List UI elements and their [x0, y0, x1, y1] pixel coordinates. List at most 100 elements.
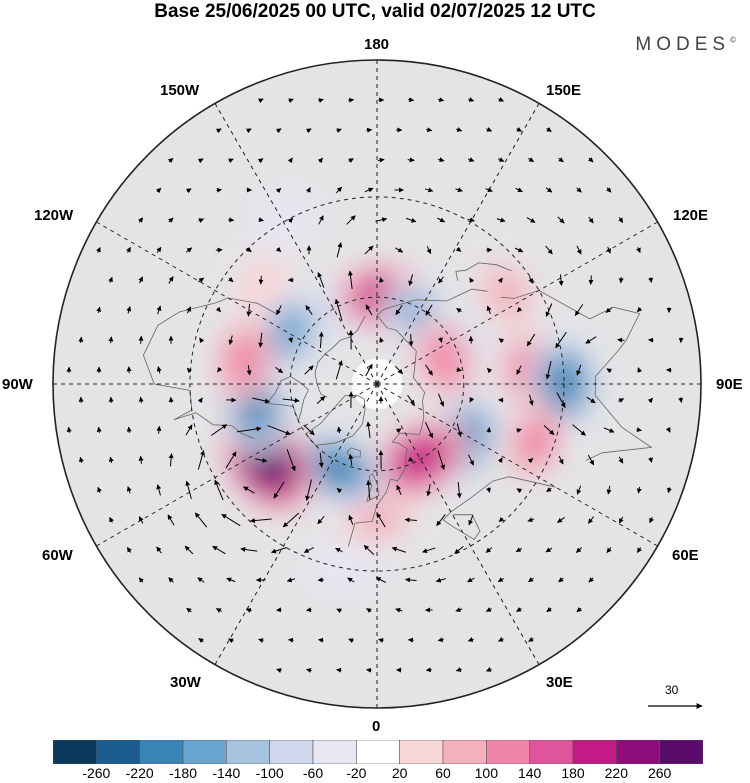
wind-vector — [155, 187, 162, 194]
anomaly-cell — [413, 318, 476, 401]
wind-vector — [545, 547, 553, 553]
wind-vector — [396, 484, 402, 496]
wind-vector — [126, 306, 132, 314]
wind-vector — [586, 396, 596, 404]
wind-vector — [407, 395, 415, 406]
anomaly-blobs — [214, 196, 599, 592]
wind-vector — [486, 247, 493, 253]
wind-vector — [126, 547, 132, 553]
wind-vector — [496, 217, 506, 223]
wind-vector — [156, 246, 162, 254]
wind-vector — [348, 638, 354, 644]
wind-vector — [546, 607, 552, 613]
wind-vector — [426, 484, 432, 497]
wind-vector — [498, 338, 505, 344]
colorbar-tick-label: -140 — [212, 765, 241, 781]
anomaly-contour — [424, 333, 465, 386]
wind-vector — [348, 514, 354, 525]
colorbar-box — [529, 740, 574, 764]
wind-vector — [468, 514, 474, 526]
wind-vector — [486, 487, 491, 493]
wind-vector — [408, 456, 414, 462]
wind-vector — [305, 305, 313, 315]
colorbar-tick-label: 140 — [517, 765, 542, 781]
wind-vector — [275, 128, 282, 134]
wind-vector — [557, 216, 565, 224]
wind-vector — [305, 479, 312, 501]
wind-vector — [335, 186, 343, 194]
wind-vector — [528, 276, 533, 284]
wind-vector — [215, 608, 222, 613]
wind-vector — [168, 577, 174, 583]
wind-vector — [379, 337, 384, 343]
wind-vector — [557, 517, 565, 523]
wind-vector — [637, 367, 643, 373]
wind-vector — [588, 275, 594, 285]
wind-vector — [456, 307, 462, 313]
coastline — [366, 473, 380, 502]
wind-vector — [468, 454, 474, 466]
wind-vector — [336, 242, 343, 258]
wind-vector — [678, 337, 684, 343]
wind-vector — [497, 577, 504, 583]
wind-vector — [184, 545, 194, 555]
wind-vector — [255, 457, 268, 463]
colorbar-tick-label: 220 — [604, 765, 629, 781]
wind-vector — [197, 158, 204, 164]
wind-vector — [286, 577, 295, 583]
map-title: Base 25/06/2025 00 UTC, valid 02/07/2025… — [154, 1, 596, 22]
wind-vector — [515, 187, 523, 193]
wind-vector — [216, 128, 222, 134]
colorbar-tick-label: -220 — [125, 765, 154, 781]
wind-vector — [306, 667, 312, 673]
wind-vector — [334, 298, 343, 321]
wind-vector — [587, 516, 595, 524]
coastline — [305, 394, 366, 446]
wind-vector — [336, 667, 342, 673]
colorbar-tick-label: 60 — [435, 765, 451, 781]
wind-vector — [306, 607, 312, 613]
wind-vector — [576, 245, 582, 255]
colorbar-tick-label: 260 — [647, 765, 672, 781]
wind-vector — [365, 304, 373, 316]
label-180: 180 — [364, 36, 390, 53]
wind-vector — [408, 274, 414, 287]
wind-vector — [437, 637, 444, 643]
wind-vector — [276, 305, 282, 316]
wind-vector — [545, 187, 553, 193]
wind-vector — [425, 364, 433, 376]
wind-vector — [274, 366, 284, 374]
coastline — [266, 375, 309, 421]
wind-vector — [405, 217, 417, 223]
label-150w: 150W — [160, 82, 200, 99]
wind-vector — [347, 270, 353, 290]
wind-vector — [526, 333, 536, 347]
wind-vector — [408, 334, 414, 347]
wind-vector — [376, 512, 386, 528]
wind-vectors — [66, 97, 684, 673]
wind-vector — [497, 637, 504, 642]
wind-vector — [426, 246, 432, 255]
colorbar-box — [442, 740, 487, 764]
wind-vector — [497, 157, 505, 162]
label-30e: 30E — [546, 674, 573, 691]
wind-vector — [96, 306, 102, 314]
wind-vector — [425, 304, 433, 316]
wind-vector — [364, 187, 374, 193]
wind-vector — [648, 277, 654, 283]
wind-vector — [258, 638, 264, 643]
colorbar-box — [312, 740, 357, 764]
wind-vector — [618, 456, 624, 464]
anomaly-field — [214, 196, 599, 592]
wind-vector — [108, 396, 114, 403]
wind-vector — [246, 128, 252, 134]
wind-vector — [221, 513, 241, 527]
wind-vector — [366, 127, 373, 133]
wind-vector — [306, 128, 312, 134]
wind-vector — [348, 158, 354, 164]
wind-vector — [516, 488, 523, 494]
wind-vector — [456, 482, 462, 499]
wind-vector — [486, 367, 493, 374]
wind-vector — [366, 667, 372, 673]
wind-vector — [455, 187, 463, 193]
